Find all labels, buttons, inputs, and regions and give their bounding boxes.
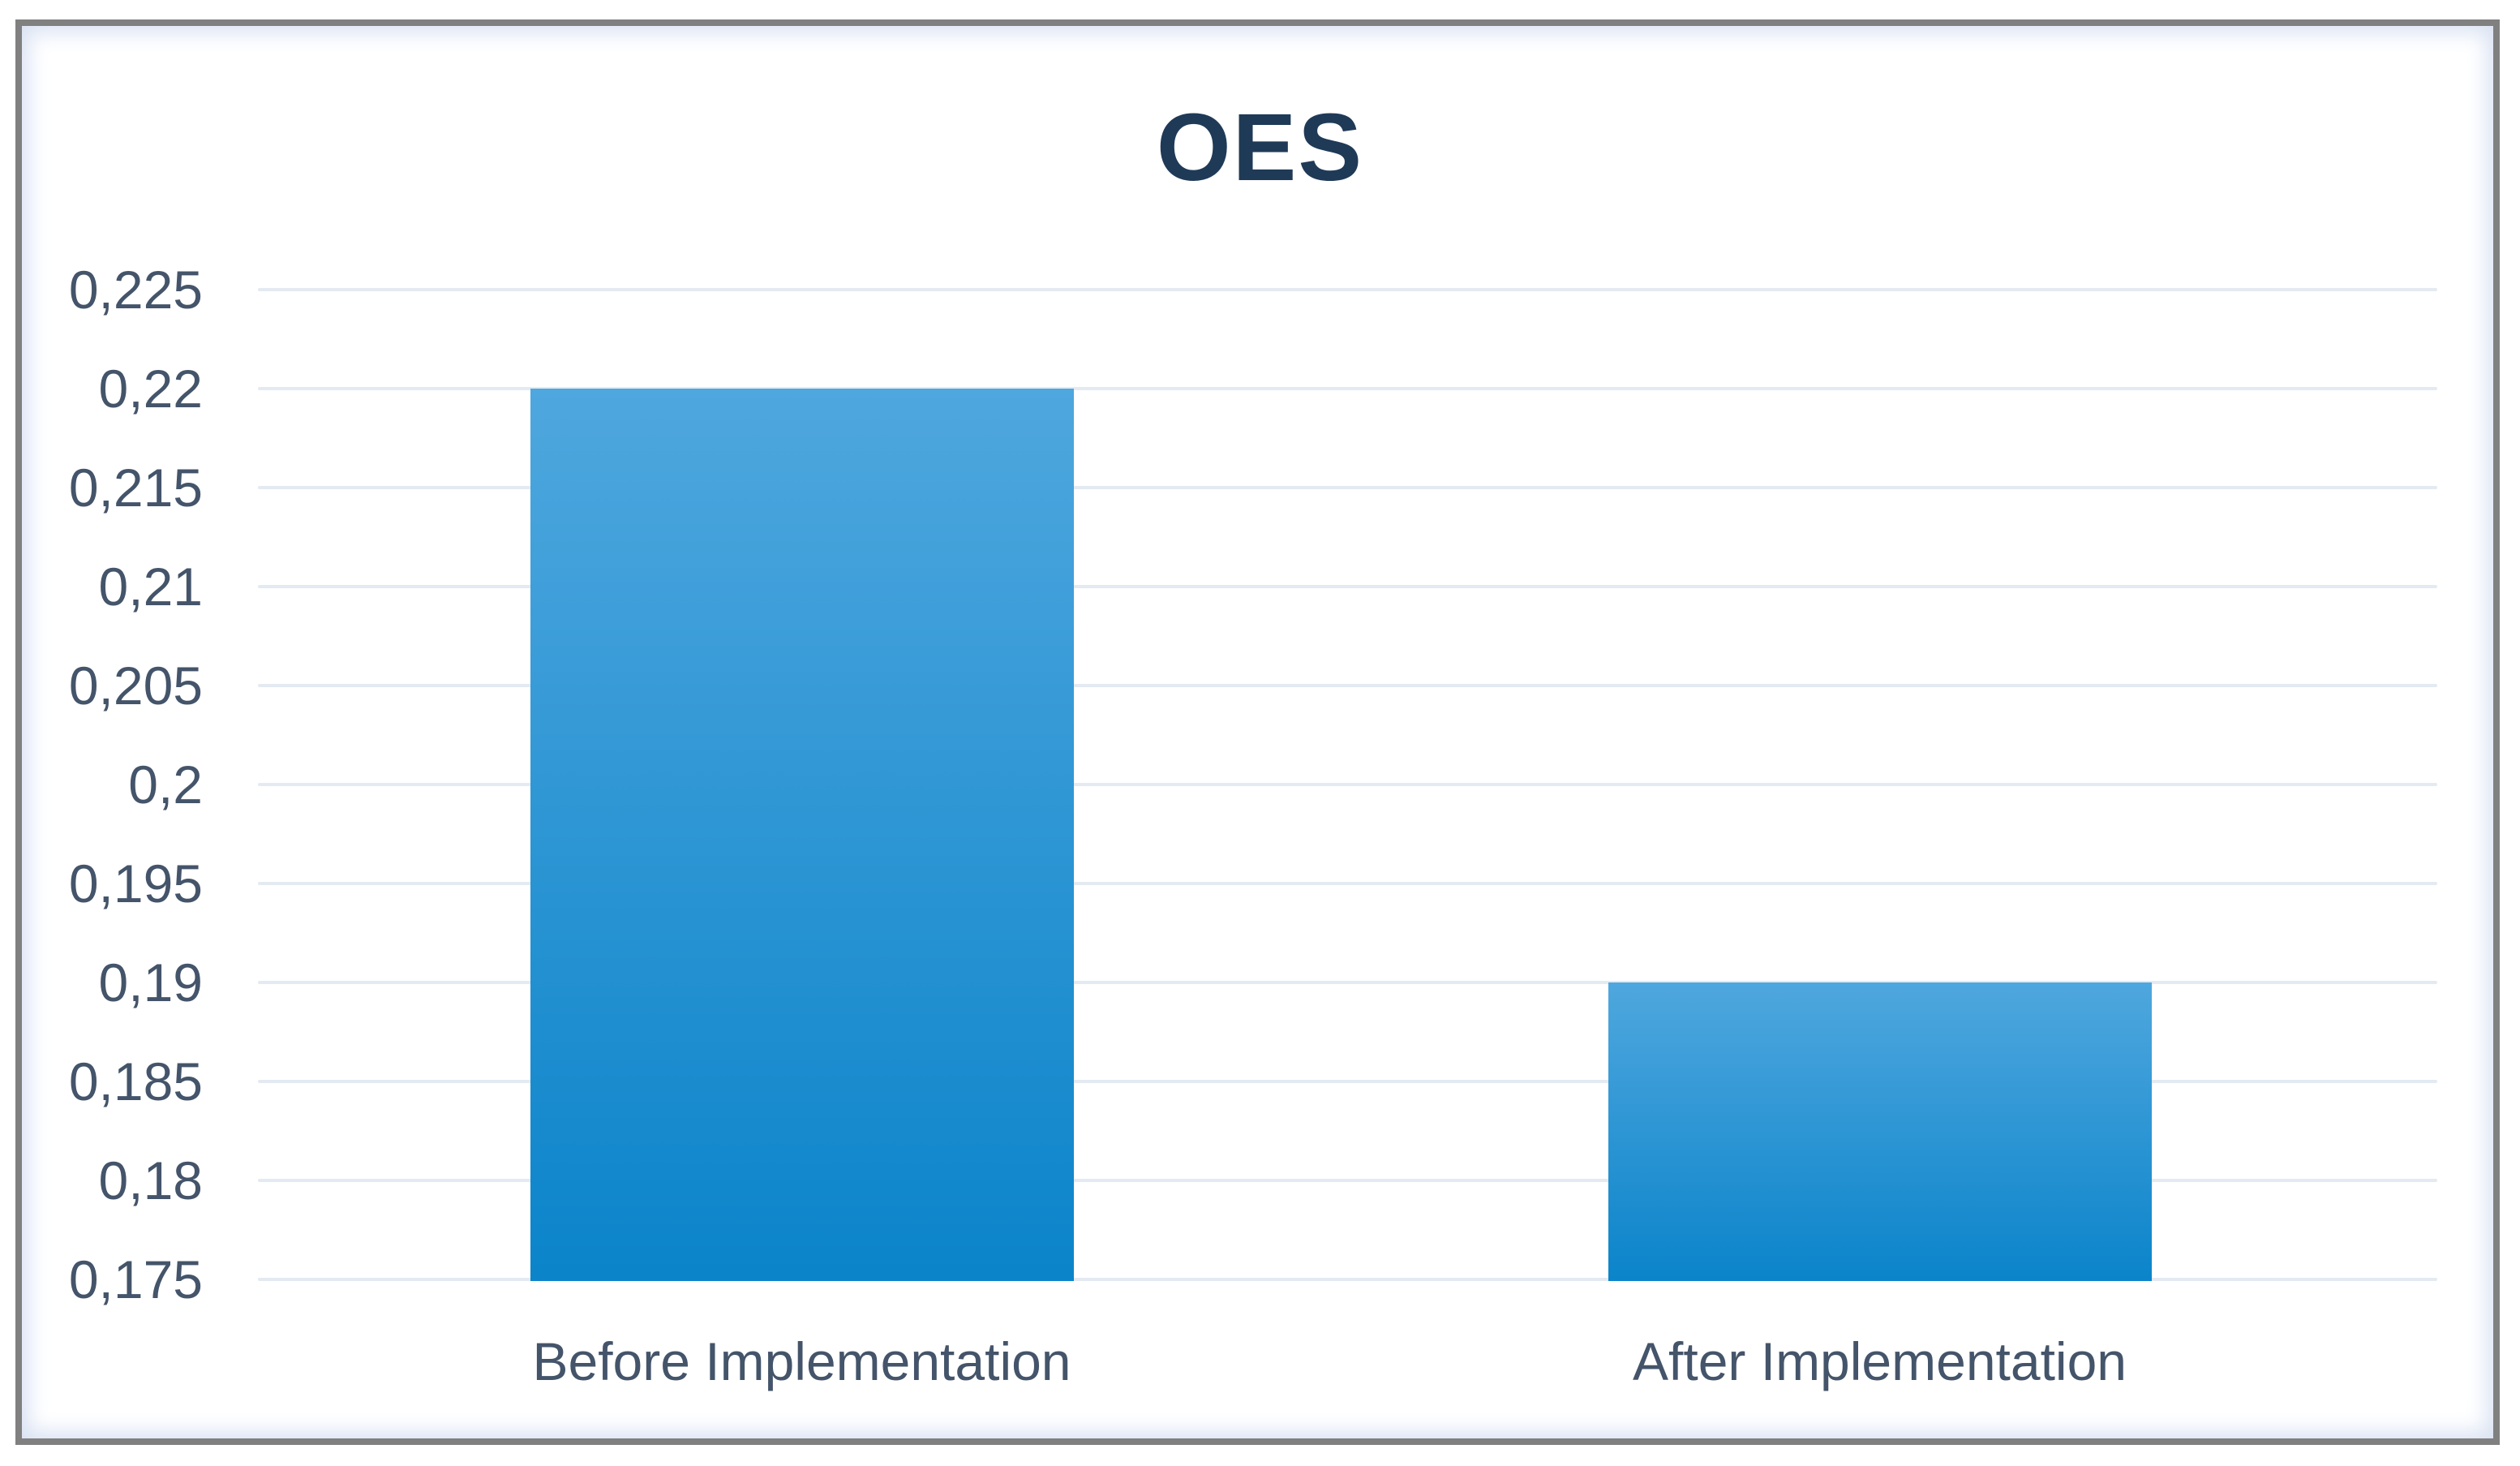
y-tick-label: 0,225 [68,260,203,320]
gridline [258,1080,2437,1083]
gridline [258,684,2437,687]
x-axis-label: After Implementation [1633,1331,2127,1391]
gridline [258,387,2437,390]
chart-title: OES [1156,94,1364,201]
gridline [258,288,2437,291]
gridline [258,981,2437,984]
gridline [258,1179,2437,1182]
y-tick-label: 0,19 [98,952,203,1012]
y-tick-label: 0,215 [68,458,203,518]
y-tick-label: 0,18 [98,1150,203,1210]
gridline [258,1278,2437,1281]
gridline [258,585,2437,588]
x-axis-label: Before Implementation [532,1331,1071,1391]
y-tick-label: 0,175 [68,1249,203,1309]
gridline [258,486,2437,489]
gridline [258,882,2437,885]
y-tick-label: 0,185 [68,1051,203,1111]
bar-before-implementation [530,389,1074,1281]
y-tick-label: 0,21 [98,557,203,617]
y-tick-label: 0,205 [68,656,203,716]
y-tick-label: 0,22 [98,359,203,419]
bar-after-implementation [1608,982,2152,1281]
y-tick-label: 0,2 [128,754,203,815]
gridline [258,783,2437,786]
y-tick-label: 0,195 [68,853,203,914]
